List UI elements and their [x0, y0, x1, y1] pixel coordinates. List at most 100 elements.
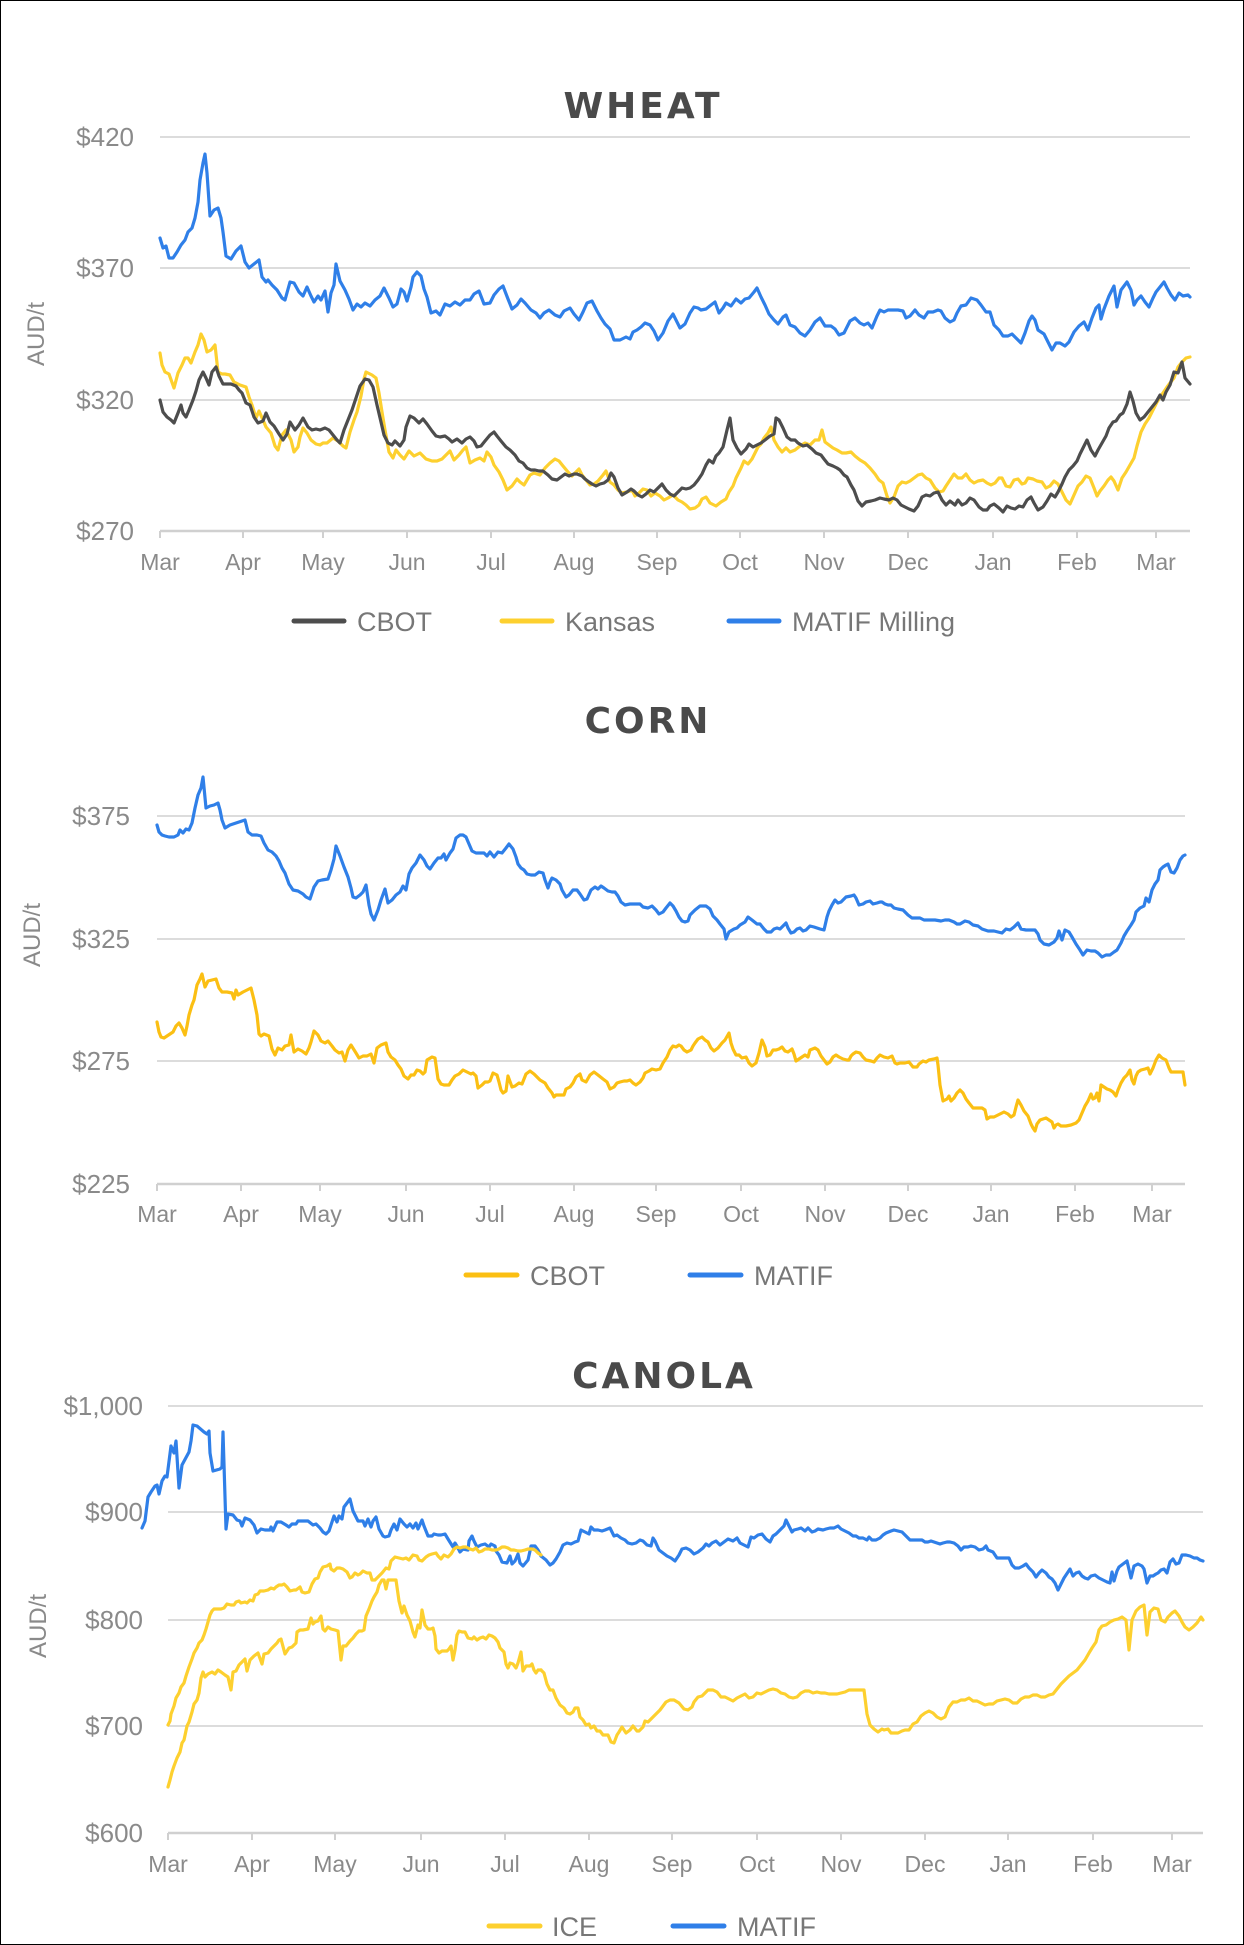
x-tick-label: Oct: [722, 549, 758, 575]
x-tick-label: Feb: [1055, 1201, 1095, 1227]
x-tick-label: Mar: [1136, 549, 1176, 575]
y-tick-label: $370: [76, 253, 134, 283]
x-tick-label: Dec: [905, 1851, 946, 1877]
series-line-kansas: [158, 332, 1192, 511]
corn-legend: CBOT MATIF: [463, 1261, 833, 1291]
series-line-matif: [155, 775, 1187, 959]
y-tick-label: $275: [72, 1046, 130, 1076]
x-tick-label: Apr: [234, 1851, 270, 1877]
x-tick-label: Dec: [888, 1201, 929, 1227]
x-tick-label: May: [298, 1201, 342, 1227]
y-tick-label: $700: [85, 1711, 143, 1741]
y-tick-label: $320: [76, 385, 134, 415]
series-line-cbot: [155, 972, 1187, 1133]
x-tick-label: Jul: [476, 549, 505, 575]
corn-chart: CORN $375 $325 $275 $225 AUD/t Mar Apr May…: [19, 701, 1187, 1291]
canola-legend: ICE MATIF: [486, 1912, 816, 1942]
x-tick-label: Jun: [402, 1851, 439, 1877]
legend-label-cbot: CBOT: [530, 1261, 605, 1291]
x-tick-label: Mar: [137, 1201, 177, 1227]
wheat-gridlines: [160, 136, 1190, 533]
legend-label-ice: ICE: [552, 1912, 597, 1942]
canola-y-axis: $1,000 $900 $800 $700 $600 AUD/t: [25, 1391, 143, 1848]
x-tick-label: Mar: [148, 1851, 188, 1877]
x-tick-label: Nov: [804, 549, 845, 575]
x-tick-label: Aug: [554, 549, 595, 575]
corn-y-axis: $375 $325 $275 $225 AUD/t: [19, 801, 130, 1199]
x-tick-label: Oct: [723, 1201, 759, 1227]
x-tick-label: Sep: [636, 1201, 677, 1227]
corn-gridlines: [157, 815, 1185, 1186]
x-tick-label: Aug: [554, 1201, 595, 1227]
y-axis-title: AUD/t: [19, 903, 46, 967]
legend-label-matif: MATIF: [737, 1912, 816, 1942]
x-tick-label: Feb: [1073, 1851, 1113, 1877]
wheat-y-axis: $420 $370 $320 $270 AUD/t: [23, 122, 134, 546]
y-axis-title: AUD/t: [23, 302, 50, 366]
canola-x-axis: Mar Apr May Jun Jul Aug Sep Oct Nov Dec Jan Feb Mar: [148, 1833, 1192, 1877]
legend-item-cbot[interactable]: CBOT: [463, 1261, 605, 1291]
corn-title: CORN: [585, 701, 712, 742]
y-tick-label: $420: [76, 122, 134, 152]
y-tick-label: $800: [85, 1605, 143, 1635]
canola-title: CANOLA: [572, 1356, 756, 1397]
series-line-ice-2: [166, 1578, 543, 1789]
x-tick-label: Jan: [972, 1201, 1009, 1227]
wheat-chart: WHEAT $420 $370 $320 $270 AUD/t Mar Apr Ma…: [23, 86, 1192, 637]
legend-item-ice[interactable]: ICE: [486, 1912, 597, 1942]
x-tick-label: Jan: [989, 1851, 1026, 1877]
series-line-matif: [140, 1423, 543, 1568]
legend-item-matif[interactable]: MATIF: [687, 1261, 833, 1291]
x-tick-label: Nov: [805, 1201, 846, 1227]
x-tick-label: Aug: [569, 1851, 610, 1877]
legend-label-matif-milling: MATIF Milling: [792, 607, 955, 637]
wheat-title: WHEAT: [563, 86, 722, 127]
x-tick-label: May: [301, 549, 345, 575]
x-tick-label: Sep: [652, 1851, 693, 1877]
legend-item-matif-milling[interactable]: MATIF Milling: [726, 607, 955, 637]
y-tick-label: $270: [76, 516, 134, 546]
corn-series: [155, 775, 1187, 1133]
series-line-ice-3: [539, 1603, 1205, 1745]
legend-label-kansas: Kansas: [565, 607, 655, 637]
x-tick-label: Mar: [1132, 1201, 1172, 1227]
wheat-series: [158, 152, 1192, 514]
x-tick-label: Nov: [821, 1851, 862, 1877]
wheat-legend: CBOT Kansas MATIF Milling: [291, 607, 955, 637]
x-tick-label: Apr: [223, 1201, 259, 1227]
legend-item-kansas[interactable]: Kansas: [499, 607, 655, 637]
canola-series: [140, 1423, 1205, 1789]
series-line-matif-2: [539, 1518, 1205, 1592]
x-tick-label: Jul: [490, 1851, 519, 1877]
legend-item-matif[interactable]: MATIF: [670, 1912, 816, 1942]
series-line-matif-milling: [158, 152, 1192, 352]
x-tick-label: Jan: [974, 549, 1011, 575]
y-tick-label: $1,000: [63, 1391, 143, 1421]
x-tick-label: Jun: [387, 1201, 424, 1227]
y-tick-label: $600: [85, 1818, 143, 1848]
wheat-x-axis: Mar Apr May Jun Jul Aug Sep Oct Nov Dec Jan Feb Mar: [140, 531, 1176, 575]
y-tick-label: $225: [72, 1169, 130, 1199]
x-tick-label: Apr: [225, 549, 261, 575]
y-axis-title: AUD/t: [25, 1594, 52, 1658]
series-line-ice: [166, 1545, 543, 1727]
corn-x-axis: Mar Apr May Jun Jul Aug Sep Oct Nov Dec Jan Feb Mar: [137, 1184, 1172, 1227]
x-tick-label: Feb: [1057, 549, 1097, 575]
legend-item-cbot[interactable]: CBOT: [291, 607, 432, 637]
legend-label-cbot: CBOT: [357, 607, 432, 637]
canola-chart: CANOLA $1,000 $900 $800 $700 $600 AUD/t …: [25, 1356, 1205, 1942]
x-tick-label: Dec: [888, 549, 929, 575]
x-tick-label: Mar: [1152, 1851, 1192, 1877]
y-tick-label: $325: [72, 924, 130, 954]
x-tick-label: Oct: [739, 1851, 775, 1877]
series-line-cbot: [158, 360, 1192, 514]
legend-label-matif: MATIF: [754, 1261, 833, 1291]
y-tick-label: $900: [85, 1497, 143, 1527]
x-tick-label: Sep: [637, 549, 678, 575]
canola-gridlines: [168, 1405, 1203, 1835]
x-tick-label: Mar: [140, 549, 180, 575]
x-tick-label: Jul: [475, 1201, 504, 1227]
x-tick-label: Jun: [388, 549, 425, 575]
y-tick-label: $375: [72, 801, 130, 831]
x-tick-label: May: [313, 1851, 357, 1877]
